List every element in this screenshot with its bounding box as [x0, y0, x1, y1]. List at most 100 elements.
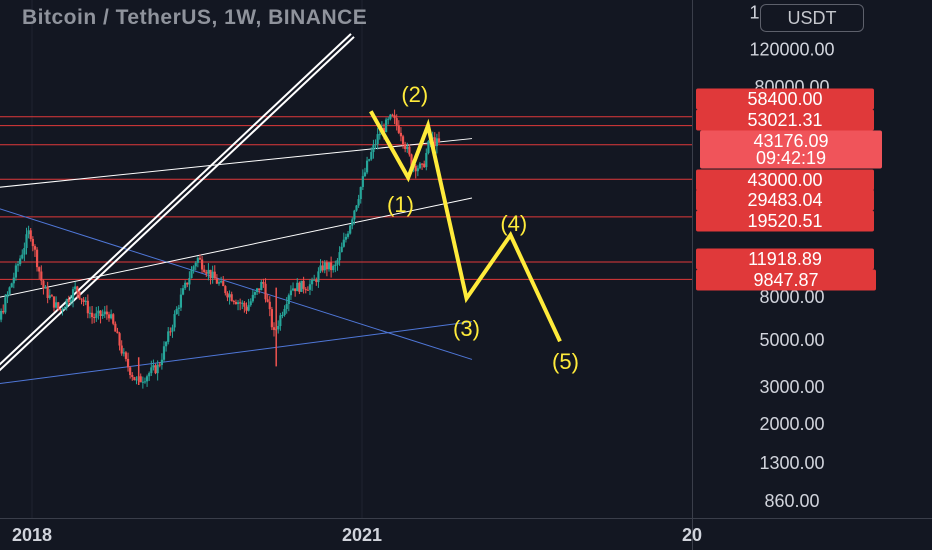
candle-body — [67, 299, 70, 303]
candle-body — [420, 163, 424, 165]
candle-body — [152, 365, 155, 368]
candle-body — [86, 300, 89, 314]
wave-label: (4) — [500, 211, 527, 236]
candle-body — [374, 144, 377, 146]
candle-body — [239, 302, 242, 304]
candle-body — [184, 282, 187, 289]
white-parallel-trendline — [0, 36, 355, 372]
candle-body — [397, 125, 400, 133]
candle-body — [220, 281, 223, 283]
candle-body — [349, 225, 352, 234]
candle-body — [304, 288, 307, 290]
candle-body — [355, 205, 358, 211]
price-level-label: 19520.51 — [747, 211, 822, 231]
candle-body — [143, 381, 147, 383]
candle-body — [154, 365, 157, 374]
price-label-box — [696, 169, 874, 191]
white-channel-bottom-line — [0, 197, 473, 298]
candle-body — [82, 299, 85, 303]
candle-body — [423, 163, 426, 168]
candle-body — [107, 314, 111, 319]
candle-body — [302, 280, 305, 289]
candle-body — [76, 286, 79, 292]
candle-body — [122, 352, 125, 354]
candle-body — [427, 141, 430, 154]
candle-body — [192, 266, 195, 270]
candle-body — [35, 249, 39, 268]
candle-body — [435, 138, 438, 147]
candle-body — [40, 271, 43, 281]
candle-body — [46, 286, 49, 298]
candle-body — [262, 281, 265, 284]
candle-body — [10, 283, 13, 288]
candle-body — [323, 262, 326, 271]
candle-body — [169, 331, 172, 333]
price-axis-tick: 3000.00 — [759, 377, 824, 397]
candle-body — [289, 290, 293, 296]
candle-body — [287, 295, 290, 305]
candle-body — [97, 310, 100, 314]
candle-body — [351, 219, 354, 226]
price-label-box — [696, 248, 874, 270]
wave-label: (3) — [453, 316, 480, 341]
candle-body — [120, 345, 123, 354]
candle-body — [391, 114, 394, 116]
candle-body — [382, 128, 386, 133]
candle-body — [25, 234, 28, 249]
price-axis-tick: 860.00 — [764, 491, 819, 511]
candle-body — [372, 144, 375, 153]
candle-body — [264, 283, 267, 300]
candle-body — [38, 267, 41, 272]
candle-body — [158, 364, 161, 366]
candle-body — [93, 317, 96, 319]
candle-body — [406, 146, 409, 149]
candle-body — [249, 301, 252, 306]
candle-body — [203, 269, 206, 273]
candle-body — [385, 119, 388, 133]
candle-body — [255, 288, 259, 293]
candle-body — [245, 306, 248, 311]
candle-body — [190, 269, 193, 279]
candle-body — [437, 138, 441, 143]
candle-body — [272, 327, 276, 330]
currency-button[interactable]: USDT — [760, 4, 864, 32]
price-label-box — [696, 88, 874, 110]
candle-body — [268, 301, 271, 310]
candle-body — [19, 258, 22, 265]
candle-body — [101, 314, 104, 317]
current-price-label: 09:42:19 — [756, 148, 826, 168]
price-level-label: 11918.89 — [748, 249, 822, 269]
candle-body — [44, 286, 47, 289]
candle-body — [90, 312, 94, 318]
candle-body — [222, 281, 225, 287]
candle-body — [95, 313, 98, 318]
candle-body — [408, 146, 411, 155]
candle-body — [270, 309, 273, 328]
candle-body — [277, 326, 280, 330]
price-axis-tick: 1300.00 — [759, 453, 824, 473]
candle-body — [12, 277, 15, 284]
white-parallel-trendline — [0, 33, 352, 366]
candle-body — [418, 163, 422, 169]
candle-body — [156, 364, 159, 374]
wave-label: (2) — [401, 82, 428, 107]
candle-body — [162, 346, 166, 360]
candle-body — [88, 312, 92, 314]
candle-body — [131, 375, 134, 378]
candle-body — [313, 279, 316, 281]
candle-body — [327, 262, 331, 270]
candle-body — [365, 160, 369, 173]
candle-body — [338, 252, 341, 261]
candle-body — [63, 307, 66, 310]
candle-body — [6, 294, 9, 298]
price-axis-tick: 2000.00 — [759, 414, 824, 434]
candle-body — [226, 293, 229, 298]
candle-body — [336, 260, 339, 265]
candle-body — [0, 310, 3, 320]
candle-body — [342, 239, 345, 247]
candle-body — [74, 286, 77, 290]
candle-body — [211, 271, 214, 279]
price-label-box — [696, 210, 874, 232]
candle-body — [165, 341, 168, 347]
